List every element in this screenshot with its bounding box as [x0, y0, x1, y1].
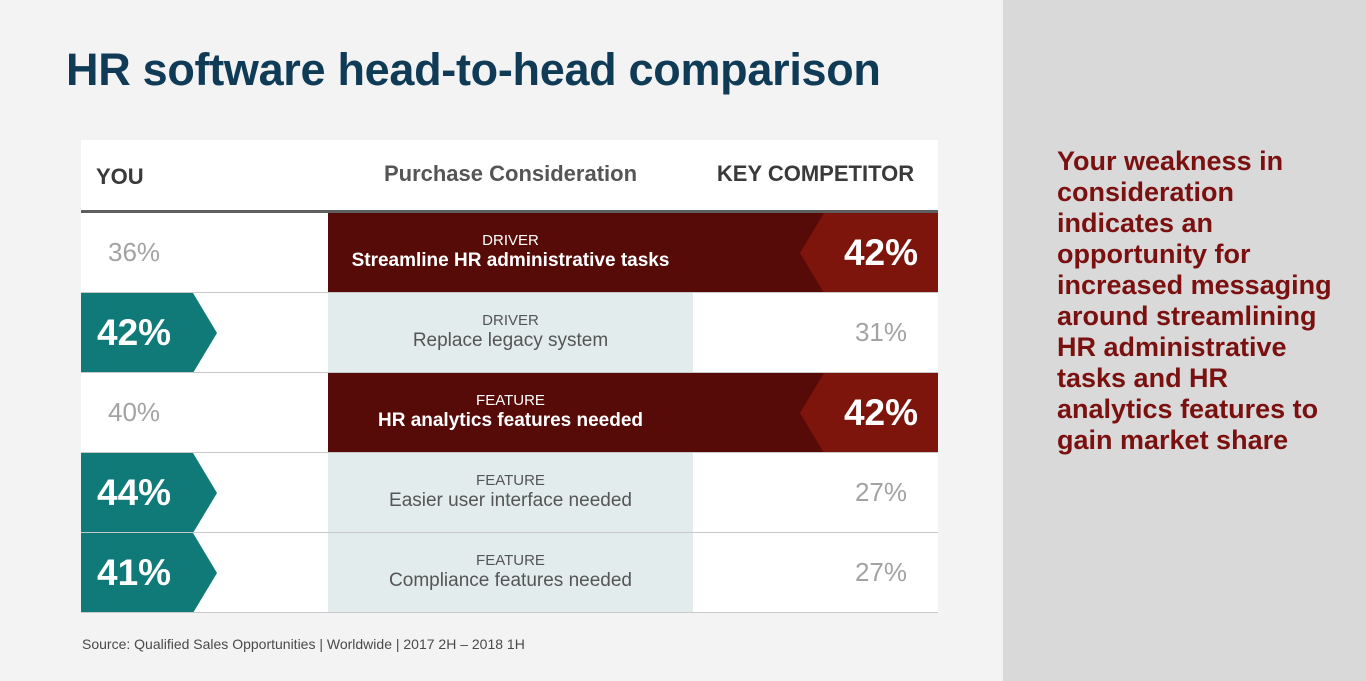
competitor-band: [693, 213, 938, 293]
competitor-band: [693, 373, 938, 453]
competitor-value: 27%: [854, 477, 908, 507]
consideration-factor: FEATURE HR analytics features needed: [328, 373, 693, 453]
you-arrow-shape: [81, 533, 217, 613]
table-row: 42% DRIVER Replace legacy system 31%: [81, 293, 938, 373]
competitor-value: 42%: [843, 392, 919, 433]
factor-category: FEATURE: [476, 552, 545, 569]
you-arrow-shape: [81, 293, 217, 373]
competitor-value: 42%: [843, 232, 919, 273]
competitor-value: 27%: [854, 557, 908, 587]
consideration-factor: FEATURE Easier user interface needed: [328, 453, 693, 533]
factor-category: DRIVER: [482, 312, 539, 329]
competitor-value-highlight: 42%: [824, 213, 938, 293]
you-value: 36%: [108, 237, 161, 267]
page-title: HR software head-to-head comparison: [66, 44, 881, 95]
competitor-value-highlight: 42%: [824, 373, 938, 453]
insight-callout: Your weakness in consideration indicates…: [1057, 146, 1332, 455]
you-value-highlight: 44%: [81, 453, 218, 533]
factor-label: Compliance features needed: [389, 570, 632, 591]
table-row: 40% FEATURE HR analytics features needed 42…: [81, 373, 938, 453]
source-note: Source: Qualified Sales Opportunities | …: [82, 636, 525, 652]
you-arrow-shape: [81, 453, 217, 533]
header-purchase-consideration: Purchase Consideration: [383, 161, 638, 186]
consideration-factor: DRIVER Replace legacy system: [328, 293, 693, 373]
factor-label: HR analytics features needed: [377, 410, 644, 431]
table-header: [81, 140, 938, 211]
header-divider: [81, 210, 938, 213]
you-value-highlight: 41%: [81, 533, 218, 613]
you-value: 40%: [108, 397, 161, 427]
competitor-value: 31%: [854, 317, 908, 347]
you-value: 41%: [97, 552, 172, 593]
competitor-arrow-shape: [800, 373, 938, 453]
header-you: YOU: [96, 164, 144, 189]
factor-label: Streamline HR administrative tasks: [351, 250, 670, 271]
competitor-arrow-shape: [800, 213, 938, 293]
you-value-highlight: 42%: [81, 293, 218, 373]
you-value: 44%: [97, 472, 172, 513]
factor-category: DRIVER: [482, 232, 539, 249]
factor-label: Easier user interface needed: [389, 490, 632, 511]
factor-label: Replace legacy system: [412, 330, 609, 351]
side-panel: [1003, 0, 1366, 681]
consideration-factor: FEATURE Compliance features needed: [328, 533, 693, 613]
header-key-competitor: KEY COMPETITOR: [716, 161, 915, 186]
factor-category: FEATURE: [476, 472, 545, 489]
comparison-table: YOU Purchase Consideration KEY COMPETITO…: [81, 140, 938, 613]
table-row: 44% FEATURE Easier user interface needed 27…: [81, 453, 938, 533]
table-row: 41% FEATURE Compliance features needed 27%: [81, 533, 938, 613]
factor-category: FEATURE: [476, 392, 545, 409]
you-value: 42%: [97, 312, 172, 353]
table-row: 36% DRIVER Streamline HR administrative ta…: [81, 213, 938, 293]
consideration-factor: DRIVER Streamline HR administrative tasks: [328, 213, 693, 293]
